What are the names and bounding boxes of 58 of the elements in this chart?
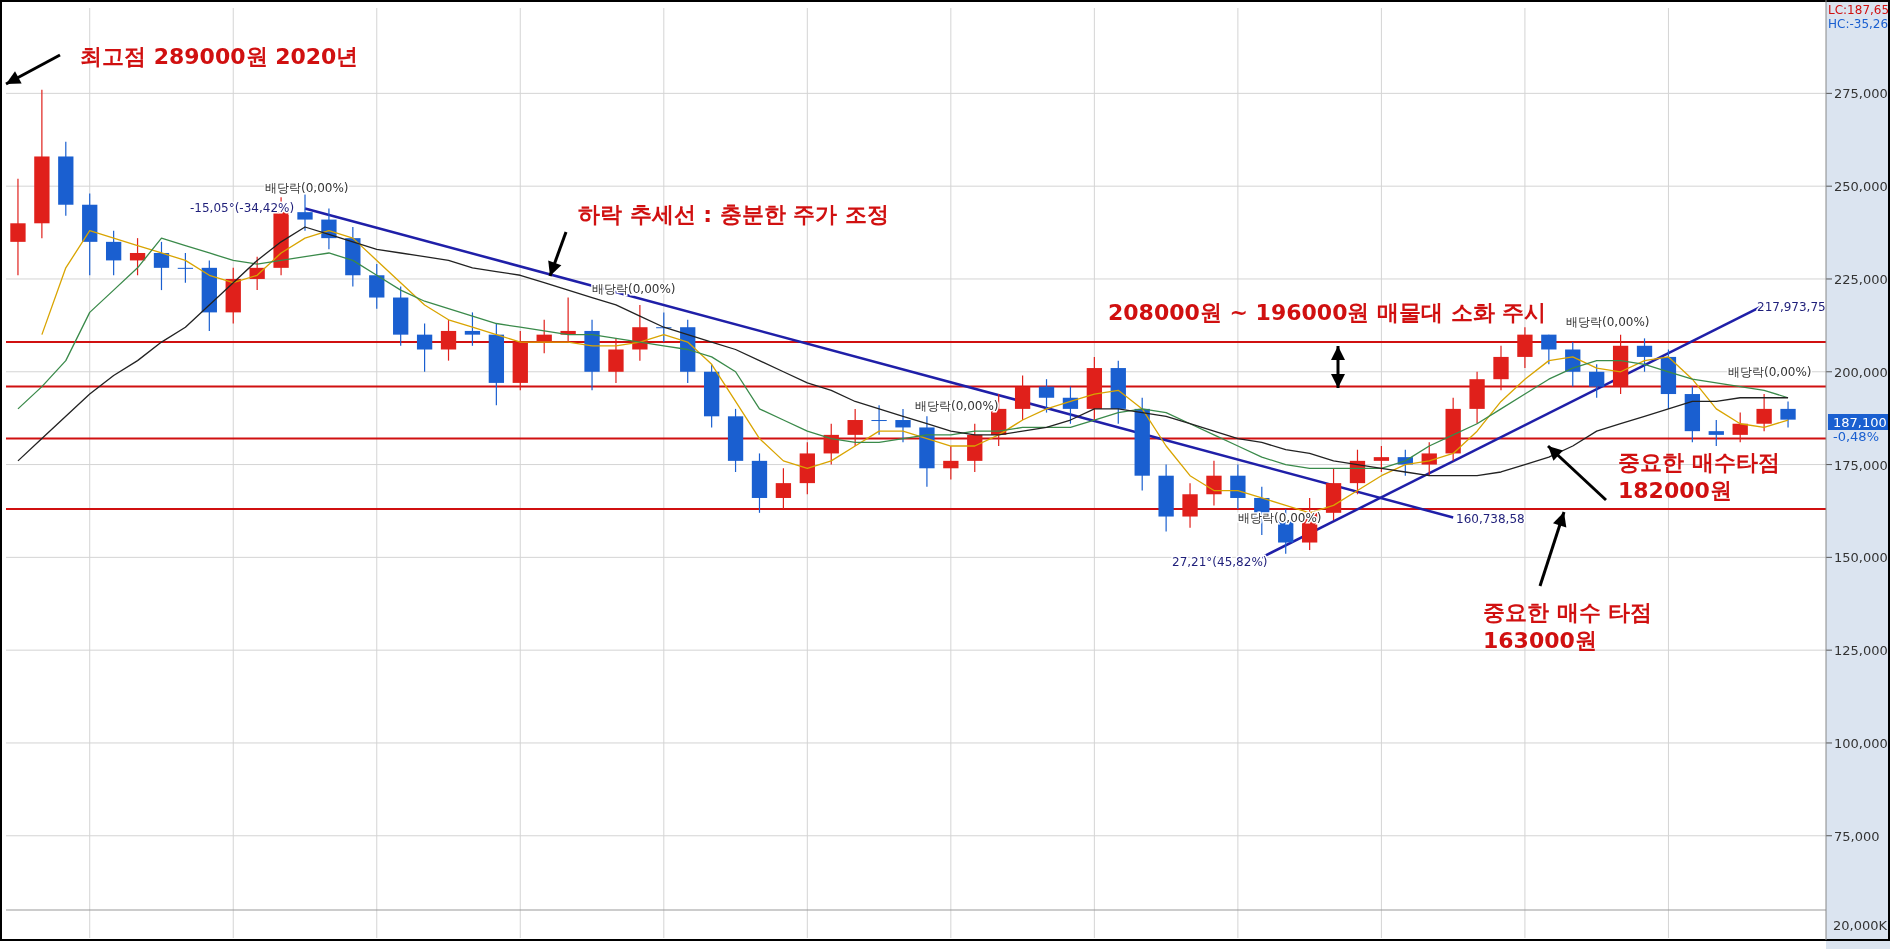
text: -0,48% bbox=[1833, 429, 1879, 444]
annotation: 배당락(0,00%) bbox=[1728, 365, 1812, 379]
y-tick-label: 175,000 bbox=[1834, 457, 1888, 473]
y-tick-label: 200,000 bbox=[1834, 364, 1888, 380]
candlestick bbox=[1636, 337, 1653, 373]
candlestick bbox=[153, 241, 170, 291]
annotation: 최고점 289000원 2020년 bbox=[80, 44, 359, 69]
y-tick-label: 125,000 bbox=[1834, 643, 1888, 659]
annotation: 중요한 매수 타점 163000원 bbox=[1483, 600, 1653, 653]
y-tick-label: 250,000 bbox=[1834, 179, 1888, 195]
y-tick-label: 75,000 bbox=[1834, 828, 1880, 844]
text: HC:-35,26 bbox=[1828, 17, 1889, 31]
candlestick bbox=[608, 337, 624, 384]
annotation: 배당락(0,00%) bbox=[265, 181, 349, 195]
candlestick bbox=[1589, 363, 1605, 399]
candlestick bbox=[1206, 460, 1222, 506]
candlestick bbox=[632, 304, 648, 362]
y-tick-label: 225,000 bbox=[1834, 271, 1888, 287]
candlestick bbox=[1014, 374, 1031, 421]
candlestick bbox=[1182, 482, 1198, 529]
candlestick bbox=[297, 193, 313, 232]
annotation: 217,973,75 bbox=[1757, 300, 1826, 314]
candlestick bbox=[895, 408, 911, 443]
candlestick bbox=[440, 319, 457, 362]
text: 20,000K bbox=[1833, 918, 1888, 933]
candlestick bbox=[1421, 441, 1437, 477]
candlestick bbox=[1038, 378, 1055, 414]
candlestick bbox=[847, 408, 863, 447]
annotation: 배당락(0,00%) bbox=[915, 399, 999, 413]
candlestick bbox=[1780, 400, 1796, 429]
candlestick bbox=[369, 263, 385, 310]
candlestick bbox=[1756, 393, 1772, 432]
candlestick bbox=[416, 322, 433, 373]
annotation: 27,21°(45,82%) bbox=[1172, 555, 1268, 569]
candlestick bbox=[105, 230, 122, 276]
y-tick-label: 275,000 bbox=[1834, 86, 1888, 102]
text: LC:187,65 bbox=[1828, 3, 1890, 17]
y-tick-label: 150,000 bbox=[1834, 550, 1888, 566]
candlestick bbox=[1373, 445, 1390, 473]
candlestick bbox=[871, 404, 887, 436]
text: 187,100 bbox=[1833, 415, 1887, 430]
candlestick bbox=[1493, 345, 1509, 391]
candlestick bbox=[177, 252, 194, 284]
candlestick bbox=[1541, 334, 1557, 365]
y-tick-label: 100,000 bbox=[1834, 735, 1888, 751]
annotation: 중요한 매수타점 182000원 bbox=[1618, 450, 1780, 503]
candlestick bbox=[775, 467, 792, 510]
annotation: 208000원 ~ 196000원 매물대 소화 주시 bbox=[1108, 300, 1547, 325]
candlestick bbox=[464, 311, 481, 347]
candlestick bbox=[1708, 419, 1724, 447]
candlestick bbox=[1517, 326, 1533, 369]
annotation: 160,738,58 bbox=[1456, 512, 1525, 526]
candlestick bbox=[1230, 463, 1246, 510]
candlestick bbox=[1732, 412, 1748, 443]
candlestick bbox=[10, 178, 26, 276]
candlestick bbox=[943, 445, 959, 481]
annotation: 하락 추세선 : 충분한 주가 조정 bbox=[578, 202, 890, 227]
annotation: 배당락(0,00%) bbox=[1566, 315, 1650, 329]
